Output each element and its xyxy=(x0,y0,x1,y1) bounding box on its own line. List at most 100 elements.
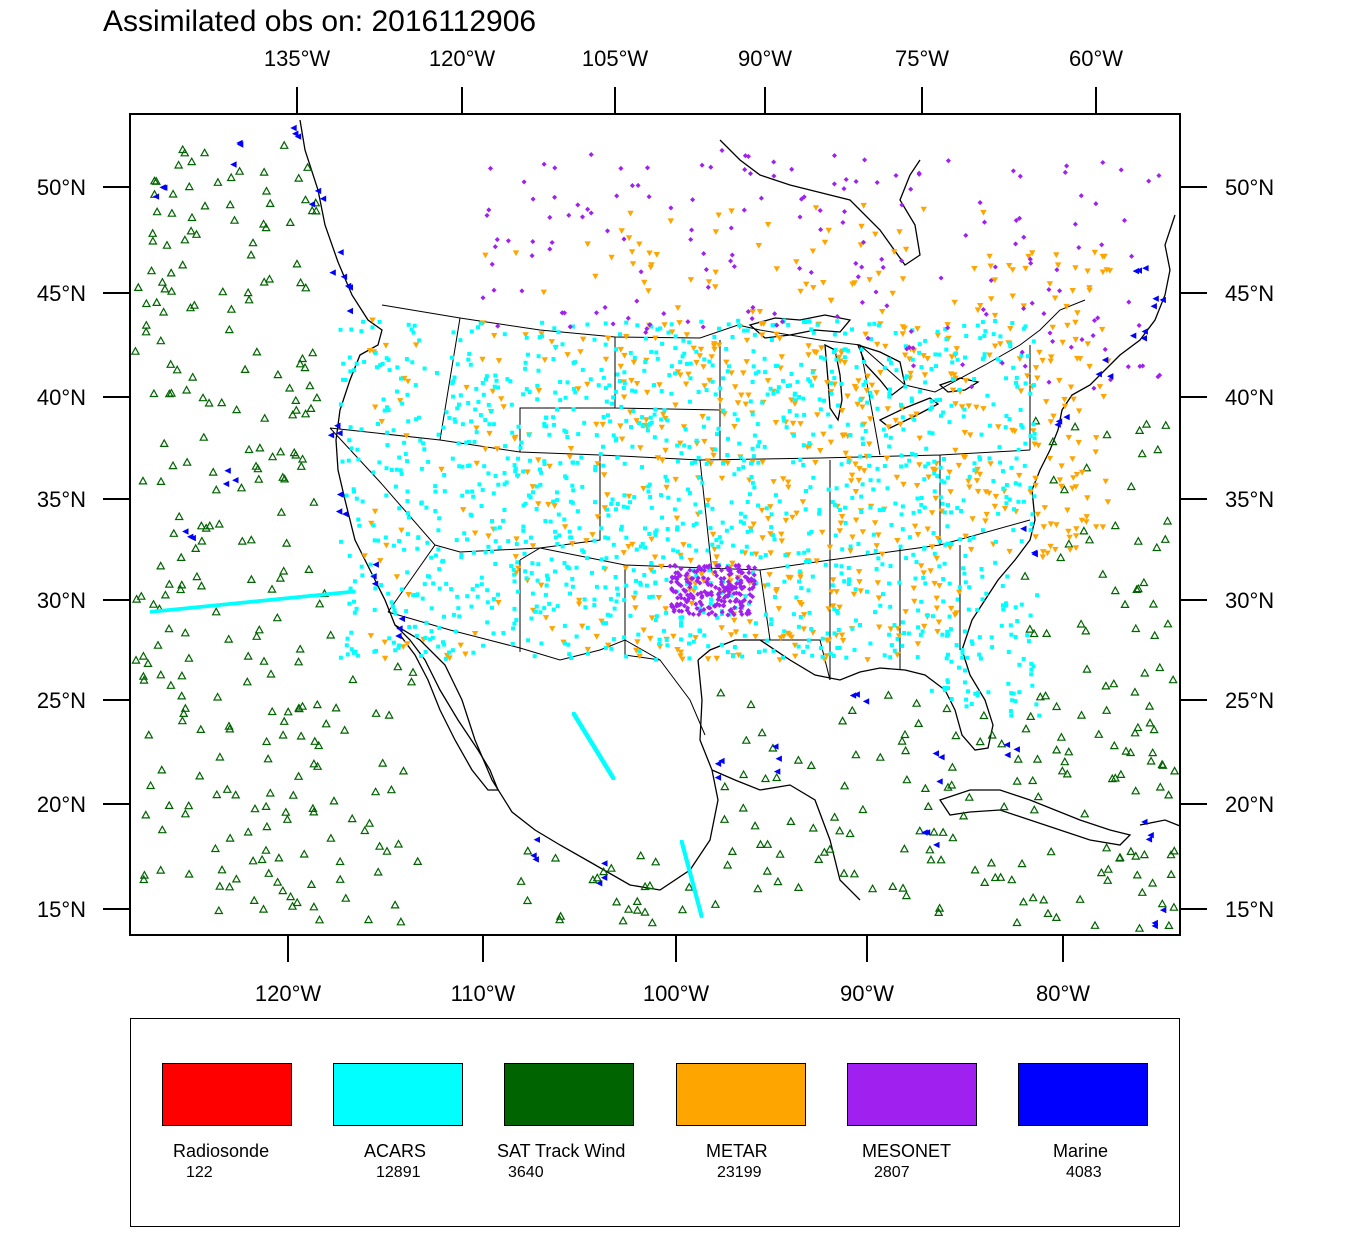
metar-obs xyxy=(372,404,379,411)
metar-obs xyxy=(799,499,807,505)
metar-obs xyxy=(1067,384,1075,391)
metar-obs xyxy=(1006,263,1013,269)
acars-obs xyxy=(757,440,762,445)
acars-obs xyxy=(632,495,637,500)
acars-obs xyxy=(585,322,590,327)
acars-obs xyxy=(949,510,954,515)
acars-obs xyxy=(871,532,876,537)
acars-obs xyxy=(562,517,567,522)
metar-obs xyxy=(831,381,838,388)
mesonet-obs xyxy=(547,214,553,220)
acars-obs xyxy=(555,542,560,547)
acars-obs xyxy=(533,609,538,614)
sat-track-wind-obs xyxy=(987,730,997,739)
acars-obs xyxy=(592,337,597,342)
acars-obs xyxy=(592,597,597,602)
acars-obs xyxy=(531,490,535,495)
acars-obs xyxy=(806,588,811,593)
sat-track-wind-obs xyxy=(360,825,370,835)
acars-obs xyxy=(490,605,494,610)
metar-obs xyxy=(660,411,667,418)
mesonet-obs xyxy=(908,328,914,334)
acars-obs xyxy=(582,420,587,425)
acars-obs xyxy=(542,459,547,464)
marine-obs xyxy=(533,836,540,843)
acars-obs xyxy=(787,409,792,414)
metar-obs xyxy=(823,637,831,644)
acars-obs xyxy=(521,524,526,529)
acars-obs xyxy=(521,392,526,397)
metar-obs xyxy=(367,633,375,639)
acars-obs xyxy=(535,383,540,388)
metar-obs xyxy=(955,462,963,469)
metar-obs xyxy=(992,493,1000,500)
acars-obs xyxy=(906,631,911,636)
acars-obs xyxy=(861,442,865,446)
acars-obs xyxy=(818,355,823,360)
acars-obs xyxy=(1011,528,1016,533)
sat-track-wind-obs xyxy=(309,759,319,768)
acars-obs xyxy=(843,331,848,336)
metar-obs xyxy=(1072,319,1079,326)
metar-obs xyxy=(646,250,653,257)
acars-obs xyxy=(796,644,801,649)
acars-obs xyxy=(751,364,756,369)
metar-obs xyxy=(960,454,967,460)
acars-obs xyxy=(354,361,359,366)
mesonet-obs xyxy=(718,579,725,585)
acars-obs xyxy=(846,348,851,353)
acars-obs xyxy=(1004,483,1009,487)
acars-obs xyxy=(745,529,750,534)
mesonet-obs xyxy=(521,179,527,185)
acars-obs xyxy=(998,460,1003,465)
sat-track-wind-obs xyxy=(516,876,526,885)
acars-obs xyxy=(719,540,724,545)
metar-obs xyxy=(479,356,486,363)
acars-obs xyxy=(796,551,801,556)
sat-track-wind-obs xyxy=(875,752,885,761)
sat-track-wind-obs xyxy=(1064,539,1074,548)
mesonet-obs xyxy=(1099,242,1105,248)
metar-obs xyxy=(522,332,529,338)
acars-obs xyxy=(900,415,905,420)
sat-track-wind-obs xyxy=(186,226,196,235)
mesonet-obs xyxy=(716,586,722,592)
acars-obs xyxy=(966,689,970,694)
sat-track-wind-obs xyxy=(1133,722,1143,732)
acars-obs xyxy=(752,332,757,337)
metar-obs xyxy=(962,533,969,540)
sat-track-wind-obs xyxy=(279,566,289,575)
metar-obs xyxy=(973,404,980,411)
sat-track-wind-obs xyxy=(166,388,177,397)
metar-obs xyxy=(629,261,637,267)
mesonet-obs xyxy=(1072,221,1078,227)
metar-obs xyxy=(784,479,792,486)
acars-obs xyxy=(964,697,969,702)
acars-obs xyxy=(601,463,606,468)
acars-obs xyxy=(352,579,357,584)
acars-obs xyxy=(945,524,950,529)
mesonet-obs xyxy=(841,209,848,215)
acars-obs xyxy=(646,489,651,494)
marine-obs xyxy=(1152,295,1159,302)
mesonet-obs xyxy=(745,564,752,570)
mesonet-obs xyxy=(938,275,944,281)
mesonet-obs xyxy=(719,147,725,153)
acars-obs xyxy=(1023,441,1028,446)
acars-obs xyxy=(1008,709,1013,713)
sat-track-wind-obs xyxy=(738,803,748,812)
mesonet-obs xyxy=(1100,159,1106,166)
marine-obs xyxy=(532,856,539,863)
metar-obs xyxy=(789,514,796,521)
metar-obs xyxy=(931,580,938,587)
sat-track-wind-obs xyxy=(762,866,772,875)
acars-obs xyxy=(654,350,659,355)
metar-obs xyxy=(707,461,714,467)
acars-obs xyxy=(442,614,446,619)
acars-obs xyxy=(455,362,460,367)
legend-swatch-acars xyxy=(333,1063,463,1126)
acars-obs xyxy=(454,538,459,543)
acars-obs xyxy=(740,549,744,554)
acars-obs xyxy=(662,408,667,413)
acars-obs xyxy=(730,335,735,339)
